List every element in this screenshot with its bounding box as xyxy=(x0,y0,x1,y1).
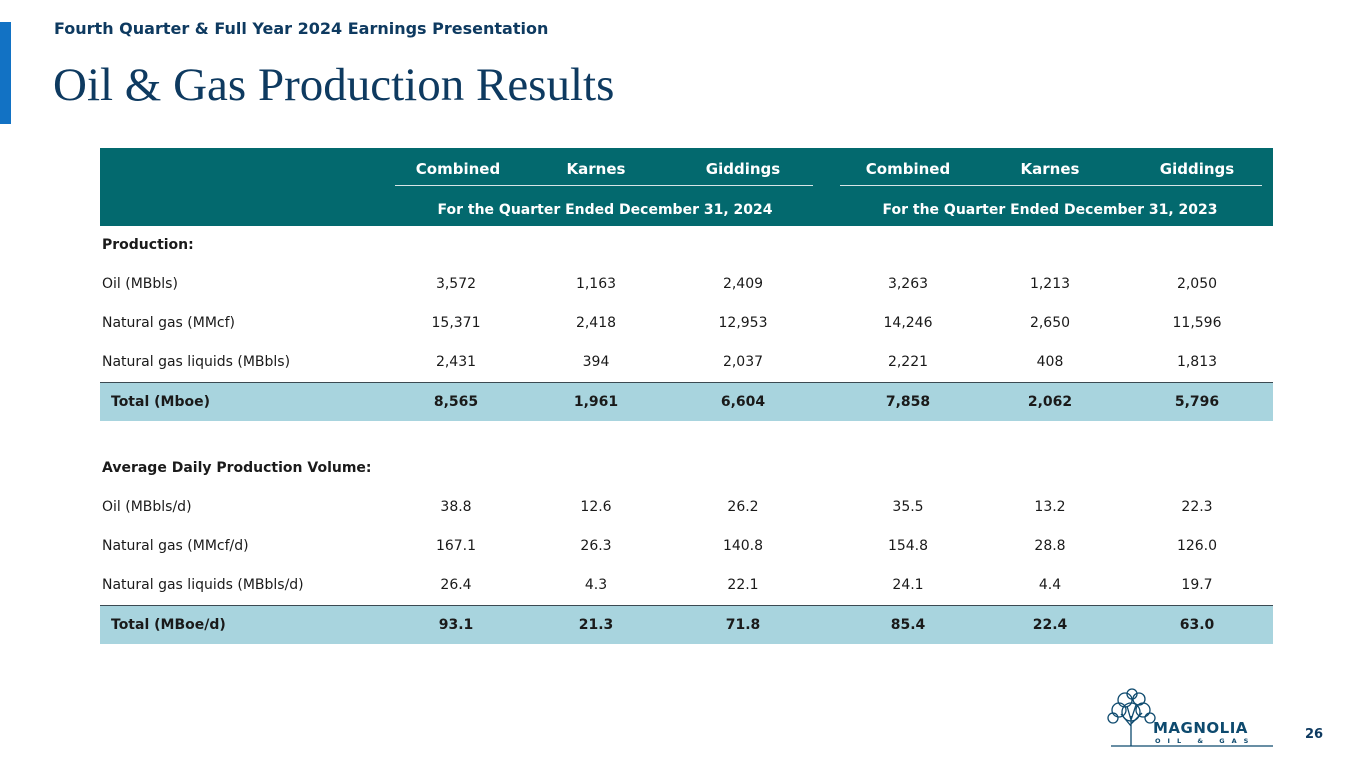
presentation-subtitle: Fourth Quarter & Full Year 2024 Earnings… xyxy=(54,19,549,38)
row-label: Natural gas liquids (MBbls/d) xyxy=(102,577,304,593)
section-heading: Average Daily Production Volume: xyxy=(102,460,372,476)
table-cell: 28.8 xyxy=(1034,538,1066,554)
slide-title: Oil & Gas Production Results xyxy=(53,59,615,111)
section-heading-row: Average Daily Production Volume: xyxy=(100,449,1273,488)
table-cell: 14,246 xyxy=(883,315,933,331)
magnolia-tree-icon xyxy=(1107,688,1273,747)
table-cell: 26.3 xyxy=(580,538,612,554)
period-label: For the Quarter Ended December 31, 2024 xyxy=(437,202,773,218)
table-cell: 63.0 xyxy=(1179,617,1215,633)
table-cell: 93.1 xyxy=(438,617,474,633)
table-cell: 19.7 xyxy=(1181,577,1213,593)
table-cell: 12.6 xyxy=(580,499,612,515)
table-cell: 26.2 xyxy=(727,499,759,515)
row-label: Total (MBoe/d) xyxy=(111,617,226,633)
table-cell: 21.3 xyxy=(578,617,614,633)
table-cell: 12,953 xyxy=(718,315,768,331)
table-row: Oil (MBbls) 3,572 1,163 2,409 3,263 1,21… xyxy=(100,265,1273,304)
table-cell: 394 xyxy=(582,354,610,370)
header-divider xyxy=(840,185,1262,186)
table-cell: 15,371 xyxy=(431,315,481,331)
table-cell: 24.1 xyxy=(892,577,924,593)
table-cell: 1,163 xyxy=(575,276,617,292)
page-number: 26 xyxy=(1305,727,1324,742)
table-cell: 2,409 xyxy=(722,276,764,292)
row-label: Oil (MBbls/d) xyxy=(102,499,192,515)
row-label: Total (Mboe) xyxy=(111,394,210,410)
table-cell: 1,213 xyxy=(1029,276,1071,292)
column-header: Karnes xyxy=(1020,160,1080,178)
section-heading: Production: xyxy=(102,237,194,253)
table-cell: 2,221 xyxy=(887,354,929,370)
accent-bar xyxy=(0,22,11,124)
table-row: Natural gas liquids (MBbls) 2,431 394 2,… xyxy=(100,343,1273,382)
header-divider xyxy=(395,185,813,186)
table-row: Oil (MBbls/d) 38.8 12.6 26.2 35.5 13.2 2… xyxy=(100,488,1273,527)
table-cell: 2,431 xyxy=(435,354,477,370)
table-cell: 5,796 xyxy=(1174,394,1220,410)
table-cell: 4.4 xyxy=(1038,577,1062,593)
column-header: Giddings xyxy=(1159,160,1235,178)
column-header: Combined xyxy=(865,160,951,178)
table-cell: 35.5 xyxy=(892,499,924,515)
table-cell: 8,565 xyxy=(433,394,479,410)
table-cell: 11,596 xyxy=(1172,315,1222,331)
table-cell: 4.3 xyxy=(584,577,608,593)
total-row: Total (Mboe) 8,565 1,961 6,604 7,858 2,0… xyxy=(100,382,1273,421)
table-cell: 3,572 xyxy=(435,276,477,292)
production-table: Combined Karnes Giddings Combined Karnes… xyxy=(100,148,1273,644)
table-row: Natural gas (MMcf) 15,371 2,418 12,953 1… xyxy=(100,304,1273,343)
table-cell: 38.8 xyxy=(440,499,472,515)
table-cell: 154.8 xyxy=(887,538,929,554)
table-cell: 2,062 xyxy=(1027,394,1073,410)
table-cell: 26.4 xyxy=(440,577,472,593)
row-label: Oil (MBbls) xyxy=(102,276,178,292)
column-header: Karnes xyxy=(566,160,626,178)
table-row: Natural gas liquids (MBbls/d) 26.4 4.3 2… xyxy=(100,566,1273,605)
table-cell: 2,418 xyxy=(575,315,617,331)
column-header: Giddings xyxy=(705,160,781,178)
table-cell: 71.8 xyxy=(725,617,761,633)
row-label: Natural gas (MMcf/d) xyxy=(102,538,249,554)
table-cell: 6,604 xyxy=(720,394,766,410)
section-heading-row: Production: xyxy=(100,226,1273,265)
table-cell: 1,813 xyxy=(1176,354,1218,370)
total-row: Total (MBoe/d) 93.1 21.3 71.8 85.4 22.4 … xyxy=(100,605,1273,644)
table-cell: 13.2 xyxy=(1034,499,1066,515)
table-cell: 140.8 xyxy=(722,538,764,554)
table-header: Combined Karnes Giddings Combined Karnes… xyxy=(100,148,1273,226)
logo-wordmark: MAGNOLIA xyxy=(1153,719,1248,737)
row-label: Natural gas (MMcf) xyxy=(102,315,236,331)
table-cell: 22.3 xyxy=(1181,499,1213,515)
period-label: For the Quarter Ended December 31, 2023 xyxy=(882,202,1218,218)
table-cell: 22.4 xyxy=(1032,617,1068,633)
spacer-row xyxy=(100,421,1273,449)
table-cell: 1,961 xyxy=(573,394,619,410)
table-cell: 2,650 xyxy=(1029,315,1071,331)
table-row: Natural gas (MMcf/d) 167.1 26.3 140.8 15… xyxy=(100,527,1273,566)
table-cell: 126.0 xyxy=(1176,538,1218,554)
table-cell: 22.1 xyxy=(727,577,759,593)
table-cell: 408 xyxy=(1036,354,1064,370)
column-header: Combined xyxy=(415,160,501,178)
table-cell: 2,050 xyxy=(1176,276,1218,292)
table-cell: 167.1 xyxy=(435,538,477,554)
row-label: Natural gas liquids (MBbls) xyxy=(102,354,291,370)
table-cell: 2,037 xyxy=(722,354,764,370)
logo-tagline: OIL & GAS xyxy=(1155,737,1256,745)
table-cell: 7,858 xyxy=(885,394,931,410)
table-cell: 85.4 xyxy=(890,617,926,633)
table-cell: 3,263 xyxy=(887,276,929,292)
